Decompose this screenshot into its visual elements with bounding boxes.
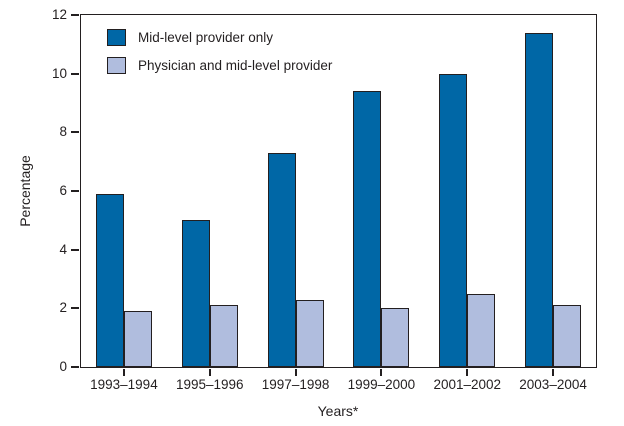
legend-item: Physician and mid-level provider xyxy=(107,57,332,74)
legend-swatch xyxy=(107,57,126,74)
bar xyxy=(525,32,554,367)
legend-item: Mid-level provider only xyxy=(107,29,332,46)
y-tick-label: 4 xyxy=(59,241,67,257)
legend: Mid-level provider only Physician and mid… xyxy=(107,29,332,74)
y-tick xyxy=(71,248,79,251)
bar xyxy=(181,220,210,367)
legend-label: Mid-level provider only xyxy=(138,30,274,45)
bar xyxy=(267,152,296,367)
bar xyxy=(381,308,410,367)
bar xyxy=(353,91,382,367)
y-tick xyxy=(71,14,79,16)
bar xyxy=(123,311,152,367)
y-tick-label: 12 xyxy=(51,7,67,22)
x-axis-label: Years* xyxy=(317,403,359,419)
y-tick-label: 2 xyxy=(59,300,67,316)
legend-label: Physician and mid-level provider xyxy=(138,58,333,73)
bar xyxy=(553,305,582,367)
y-tick-label: 8 xyxy=(59,124,67,140)
y-tick xyxy=(71,366,79,368)
legend-swatch xyxy=(107,29,126,46)
x-tick xyxy=(552,368,555,376)
x-tick xyxy=(294,368,297,376)
x-tick-label: 1993–1994 xyxy=(90,377,158,392)
bar xyxy=(209,305,238,367)
x-tick xyxy=(122,368,125,376)
y-tick xyxy=(71,131,79,134)
x-tick-label: 2001–2002 xyxy=(433,377,502,392)
x-tick xyxy=(466,368,469,376)
y-tick-label: 10 xyxy=(51,65,67,81)
bar xyxy=(439,73,468,367)
plot-area: Mid-level provider only Physician and mid… xyxy=(52,7,597,392)
x-tick-label: 1997–1998 xyxy=(261,377,330,392)
bar xyxy=(295,299,324,367)
bar xyxy=(95,193,124,367)
x-tick-label: 2003–2004 xyxy=(519,377,587,392)
y-tick-label: 0 xyxy=(59,359,67,374)
x-tick-label: 1999–2000 xyxy=(347,377,416,392)
y-tick xyxy=(71,190,79,192)
y-tick xyxy=(71,307,79,310)
y-tick xyxy=(71,72,79,75)
x-tick-label: 1995–1996 xyxy=(175,377,244,392)
bar xyxy=(467,293,496,367)
x-tick xyxy=(208,368,211,376)
y-tick-label: 6 xyxy=(59,183,67,198)
x-tick xyxy=(380,368,383,376)
